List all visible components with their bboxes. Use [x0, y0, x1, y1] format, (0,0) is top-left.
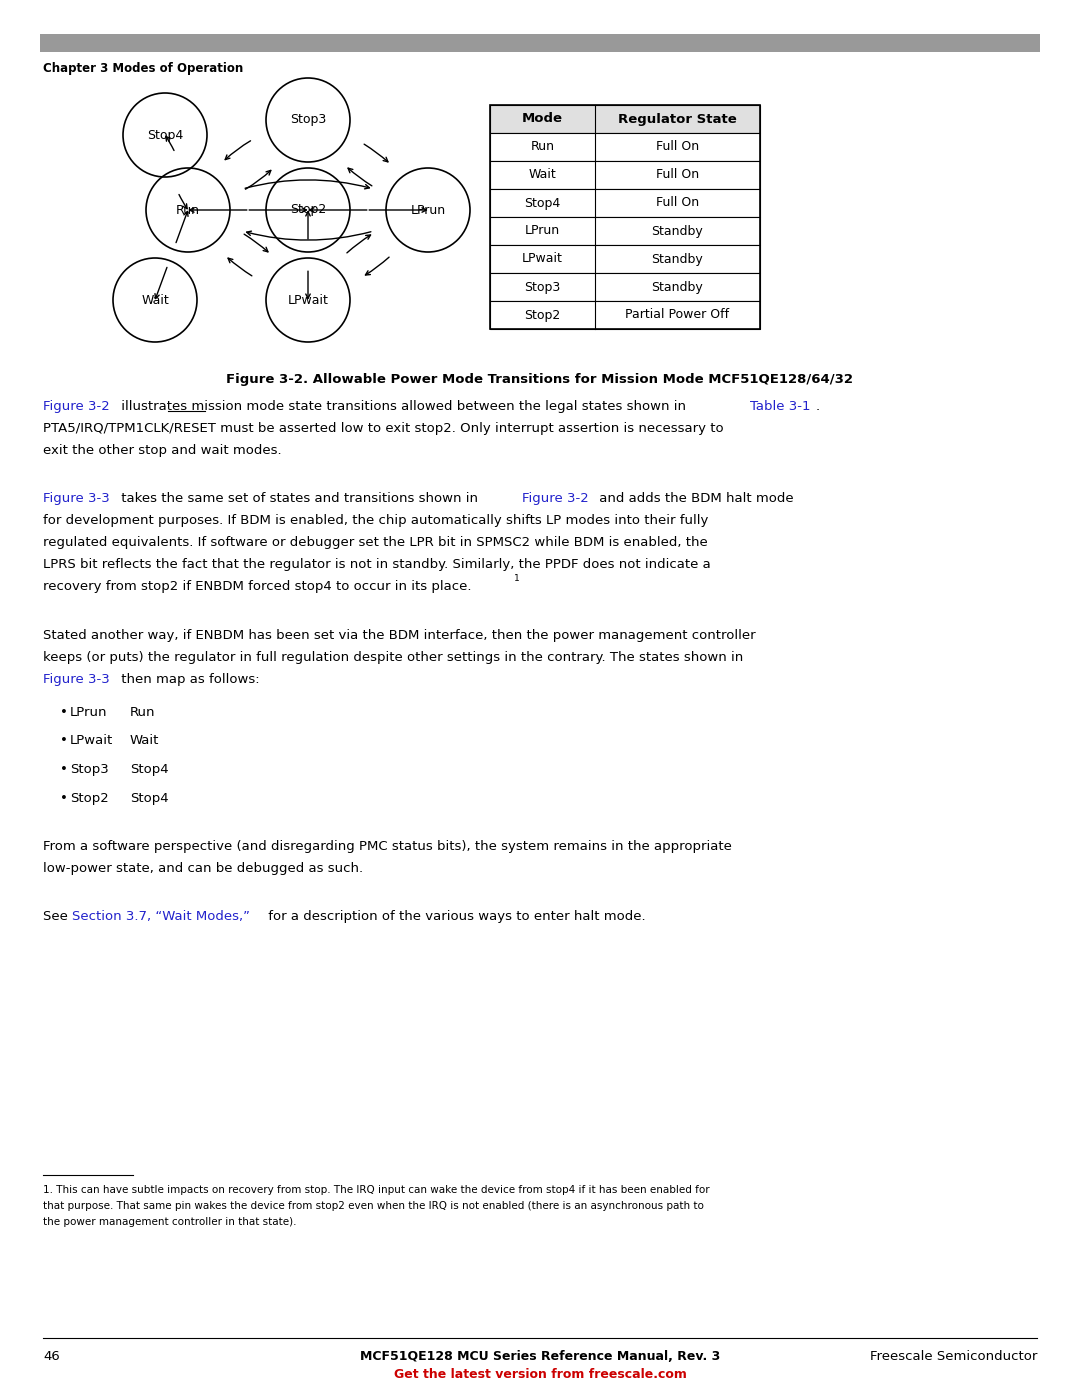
Text: Section 3.7, “Wait Modes,”: Section 3.7, “Wait Modes,”	[72, 911, 251, 923]
FancyArrowPatch shape	[226, 141, 251, 159]
Text: Figure 3-3: Figure 3-3	[43, 492, 110, 506]
Text: PTA5/IRQ/TPM1CLK/RESET must be asserted low to exit stop2. Only interrupt assert: PTA5/IRQ/TPM1CLK/RESET must be asserted …	[43, 422, 724, 434]
Text: See: See	[43, 911, 72, 923]
Bar	[490, 161, 760, 189]
Text: for a description of the various ways to enter halt mode.: for a description of the various ways to…	[264, 911, 646, 923]
Text: 46: 46	[43, 1350, 59, 1363]
FancyArrowPatch shape	[306, 211, 310, 239]
FancyArrowPatch shape	[365, 257, 389, 275]
Text: Stop4: Stop4	[147, 129, 184, 141]
Text: keeps (or puts) the regulator in full regulation despite other settings in the c: keeps (or puts) the regulator in full re…	[43, 651, 743, 664]
FancyArrowPatch shape	[310, 208, 367, 212]
Text: then map as follows:: then map as follows:	[117, 673, 259, 686]
Text: Table 3-1: Table 3-1	[750, 400, 810, 414]
Text: Stop4: Stop4	[130, 792, 168, 805]
Text: illustrates mission mode state transitions allowed between the legal states show: illustrates mission mode state transitio…	[117, 400, 690, 414]
Text: Get the latest version from freescale.com: Get the latest version from freescale.co…	[393, 1368, 687, 1382]
Bar	[490, 133, 760, 161]
FancyArrowPatch shape	[245, 170, 271, 189]
FancyArrowPatch shape	[245, 180, 369, 189]
Text: Stop4: Stop4	[525, 197, 561, 210]
Text: low-power state, and can be debugged as such.: low-power state, and can be debugged as …	[43, 862, 363, 875]
Bar	[490, 189, 760, 217]
Text: Stated another way, if ENBDM has been set via the BDM interface, then the power : Stated another way, if ENBDM has been se…	[43, 629, 756, 641]
Text: •: •	[60, 763, 68, 775]
FancyArrowPatch shape	[246, 231, 370, 240]
Text: the power management controller in that state).: the power management controller in that …	[43, 1217, 297, 1227]
Bar	[40, 34, 1040, 52]
Text: for development purposes. If BDM is enabled, the chip automatically shifts LP mo: for development purposes. If BDM is enab…	[43, 514, 708, 528]
Text: Run: Run	[530, 141, 554, 154]
Text: Figure 3-2: Figure 3-2	[522, 492, 589, 506]
Text: exit the other stop and wait modes.: exit the other stop and wait modes.	[43, 444, 282, 457]
FancyArrowPatch shape	[179, 194, 187, 208]
Text: From a software perspective (and disregarding PMC status bits), the system remai: From a software perspective (and disrega…	[43, 840, 732, 854]
Text: Figure 3-2. Allowable Power Mode Transitions for Mission Mode MCF51QE128/64/32: Figure 3-2. Allowable Power Mode Transit…	[227, 373, 853, 386]
Text: Chapter 3 Modes of Operation: Chapter 3 Modes of Operation	[43, 61, 243, 75]
Text: Stop3: Stop3	[289, 113, 326, 127]
Text: MCF51QE128 MCU Series Reference Manual, Rev. 3: MCF51QE128 MCU Series Reference Manual, …	[360, 1350, 720, 1363]
Text: that purpose. That same pin wakes the device from stop2 even when the IRQ is not: that purpose. That same pin wakes the de…	[43, 1201, 704, 1211]
Bar	[490, 272, 760, 300]
Bar	[490, 300, 760, 330]
Text: Run: Run	[176, 204, 200, 217]
Text: recovery from stop2 if ENBDM forced stop4 to occur in its place.: recovery from stop2 if ENBDM forced stop…	[43, 580, 472, 594]
Text: LPRS bit reflects the fact that the regulator is not in standby. Similarly, the : LPRS bit reflects the fact that the regu…	[43, 559, 711, 571]
Text: Regulator State: Regulator State	[618, 113, 737, 126]
Text: regulated equivalents. If software or debugger set the LPR bit in SPMSC2 while B: regulated equivalents. If software or de…	[43, 536, 707, 549]
Text: Stop3: Stop3	[70, 763, 109, 775]
FancyArrowPatch shape	[369, 208, 427, 212]
Bar	[490, 244, 760, 272]
Text: Wait: Wait	[141, 293, 168, 306]
FancyArrowPatch shape	[347, 235, 370, 253]
Text: LPwait: LPwait	[70, 735, 113, 747]
Text: Stop3: Stop3	[525, 281, 561, 293]
Text: Full On: Full On	[656, 197, 699, 210]
Text: LPrun: LPrun	[525, 225, 561, 237]
FancyArrowPatch shape	[228, 258, 252, 275]
Text: Mode: Mode	[522, 113, 563, 126]
FancyArrowPatch shape	[364, 144, 388, 162]
Bar	[490, 217, 760, 244]
Text: Full On: Full On	[656, 169, 699, 182]
FancyArrowPatch shape	[176, 211, 188, 243]
FancyArrowPatch shape	[244, 235, 268, 251]
FancyArrowPatch shape	[154, 267, 167, 299]
Text: 1. This can have subtle impacts on recovery from stop. The IRQ input can wake th: 1. This can have subtle impacts on recov…	[43, 1185, 710, 1194]
Bar	[490, 105, 760, 330]
Text: Stop2: Stop2	[289, 204, 326, 217]
Text: Stop2: Stop2	[525, 309, 561, 321]
Bar	[490, 105, 760, 133]
Text: .: .	[816, 400, 820, 414]
Text: Figure 3-2: Figure 3-2	[43, 400, 110, 414]
Text: Full On: Full On	[656, 141, 699, 154]
Text: 1: 1	[514, 574, 519, 584]
Text: Wait: Wait	[528, 169, 556, 182]
Text: Figure 3-3: Figure 3-3	[43, 673, 110, 686]
Text: LPrun: LPrun	[70, 705, 108, 719]
Text: LPrun: LPrun	[410, 204, 446, 217]
FancyArrowPatch shape	[348, 168, 372, 186]
FancyArrowPatch shape	[249, 208, 307, 212]
Text: LPwait: LPwait	[522, 253, 563, 265]
Text: Run: Run	[130, 705, 156, 719]
Text: Standby: Standby	[651, 281, 703, 293]
Text: Stop4: Stop4	[130, 763, 168, 775]
FancyArrowPatch shape	[306, 271, 310, 299]
Text: Standby: Standby	[651, 253, 703, 265]
Text: LPwait: LPwait	[287, 293, 328, 306]
Text: Freescale Semiconductor: Freescale Semiconductor	[869, 1350, 1037, 1363]
Text: Partial Power Off: Partial Power Off	[625, 309, 730, 321]
Text: Stop2: Stop2	[70, 792, 109, 805]
FancyArrowPatch shape	[190, 208, 247, 212]
Text: •: •	[60, 792, 68, 805]
Text: and adds the BDM halt mode: and adds the BDM halt mode	[595, 492, 794, 506]
Text: Standby: Standby	[651, 225, 703, 237]
Text: •: •	[60, 735, 68, 747]
FancyArrowPatch shape	[166, 137, 174, 151]
Text: Wait: Wait	[130, 735, 160, 747]
Text: takes the same set of states and transitions shown in: takes the same set of states and transit…	[117, 492, 482, 506]
Text: •: •	[60, 705, 68, 719]
